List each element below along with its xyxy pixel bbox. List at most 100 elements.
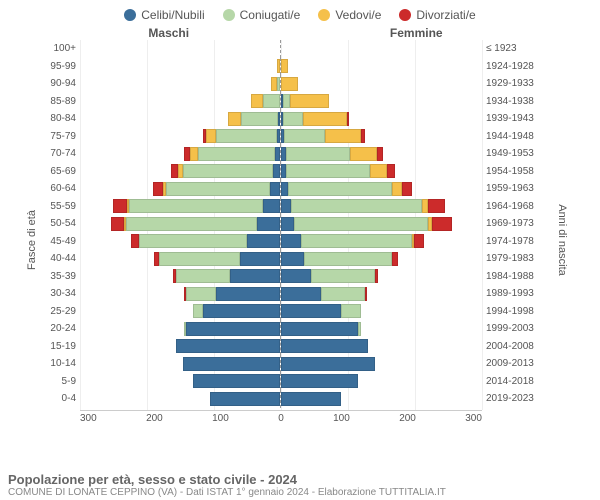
bar-segment [281,199,291,213]
female-stack [281,339,368,353]
chart-area: Fasce di età Anni di nascita 100+≤ 19239… [0,40,600,440]
female-stack [281,374,358,388]
bar-container [80,390,482,408]
bar-segment [281,234,301,248]
bar-segment [241,112,278,126]
year-label: 1964-1968 [482,201,540,212]
bar-segment [281,217,294,231]
bar-segment [210,392,280,406]
female-stack [281,112,349,126]
age-label: 20-24 [45,323,80,334]
bar-segment [387,164,395,178]
x-tick: 300 [80,413,97,430]
female-half [281,40,482,58]
bar-segment [270,182,280,196]
legend: Celibi/NubiliConiugati/eVedovi/eDivorzia… [0,0,600,26]
bar-segment [277,59,280,73]
x-tick: 100 [333,413,350,430]
female-half [281,390,482,408]
bar-container [80,373,482,391]
male-half [80,285,281,303]
female-half [281,250,482,268]
pyramid-rows: 100+≤ 192395-991924-192890-941929-193385… [45,40,540,410]
bar-segment [251,94,263,108]
female-half [281,285,482,303]
bar-segment [113,199,128,213]
bar-container [80,233,482,251]
age-label: 25-29 [45,306,80,317]
pyramid-row: 30-341989-1993 [45,285,540,303]
pyramid-row: 20-241999-2003 [45,320,540,338]
male-stack [173,269,280,283]
female-stack [281,217,452,231]
age-label: 75-79 [45,131,80,142]
female-stack [281,59,288,73]
bar-segment [281,374,358,388]
bar-segment [325,129,362,143]
female-stack [281,269,378,283]
bar-segment [392,252,399,266]
bar-segment [281,357,375,371]
male-half [80,338,281,356]
bar-segment [281,287,321,301]
bar-segment [414,234,424,248]
male-stack [184,147,280,161]
female-stack [281,304,361,318]
pyramid-row: 90-941929-1933 [45,75,540,93]
bar-container [80,320,482,338]
female-half [281,373,482,391]
bar-segment [311,269,375,283]
female-half [281,58,482,76]
pyramid-row: 70-741949-1953 [45,145,540,163]
year-label: ≤ 1923 [482,43,540,54]
male-half [80,215,281,233]
bar-segment [176,339,280,353]
pyramid-row: 50-541969-1973 [45,215,540,233]
bar-container [80,338,482,356]
male-stack [203,129,280,143]
male-half [80,320,281,338]
pyramid-row: 5-92014-2018 [45,373,540,391]
female-half [281,338,482,356]
pyramid-row: 0-42019-2023 [45,390,540,408]
bar-segment [203,304,280,318]
bar-segment [257,217,280,231]
x-tick: 100 [212,413,229,430]
gender-headers: Maschi Femmine [0,26,600,40]
female-half [281,355,482,373]
bar-segment [301,234,412,248]
year-label: 1974-1978 [482,236,540,247]
bar-container [80,285,482,303]
legend-label: Vedovi/e [335,8,381,22]
bar-segment [278,112,280,126]
age-label: 95-99 [45,61,80,72]
age-label: 80-84 [45,113,80,124]
age-label: 50-54 [45,218,80,229]
bar-segment [153,182,163,196]
pyramid-row: 85-891934-1938 [45,93,540,111]
male-stack [271,77,280,91]
bar-segment [263,199,280,213]
age-label: 30-34 [45,288,80,299]
female-stack [281,287,367,301]
male-stack [193,374,280,388]
legend-item: Celibi/Nubili [124,8,204,22]
female-stack [281,322,361,336]
bar-container [80,268,482,286]
male-stack [153,182,280,196]
header-male: Maschi [0,26,293,40]
bar-segment [365,287,367,301]
bar-segment [286,147,350,161]
year-label: 1944-1948 [482,131,540,142]
bar-segment [281,392,341,406]
x-tick: 200 [146,413,163,430]
male-stack [193,304,280,318]
age-label: 0-4 [45,393,80,404]
bar-segment [129,199,263,213]
pyramid-row: 40-441979-1983 [45,250,540,268]
legend-swatch [399,9,411,21]
chart-title: Popolazione per età, sesso e stato civil… [8,472,592,487]
bar-segment [139,234,246,248]
x-tick: 0 [278,413,284,430]
x-axis: 3002001000100200300 [80,410,482,428]
